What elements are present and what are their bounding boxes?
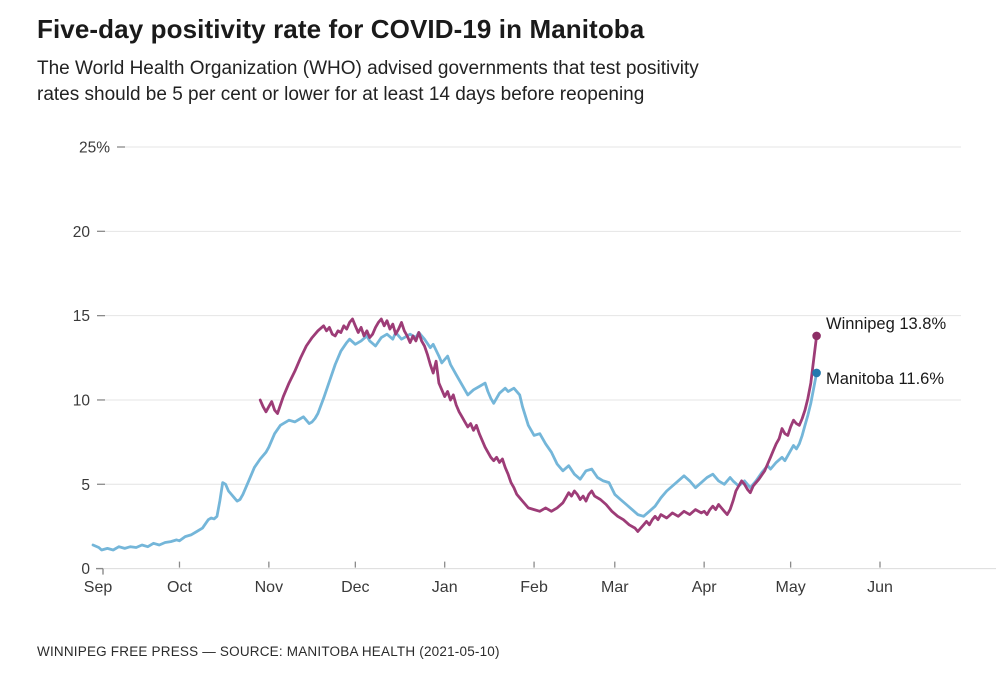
series-line-winnipeg[interactable]	[258, 317, 818, 533]
y-tick-label-0: 0	[81, 561, 90, 578]
y-tick-label-5: 5	[81, 477, 90, 494]
x-tick-label-Apr: Apr	[692, 579, 718, 596]
x-tick-label-Sep: Sep	[84, 579, 113, 596]
y-tick-label-20: 20	[73, 224, 91, 241]
y-tick-label-15: 15	[73, 308, 90, 325]
grid-layer	[103, 146, 996, 570]
series-line-manitoba[interactable]	[91, 331, 818, 552]
x-tick-label-Oct: Oct	[167, 579, 192, 596]
y-axis: 25% 20 15 10 5 0	[73, 140, 125, 578]
end-dot-winnipeg[interactable]	[812, 331, 821, 341]
x-tick-label-May: May	[776, 579, 806, 596]
x-tick-label-Dec: Dec	[341, 579, 369, 596]
x-tick-label-Jun: Jun	[867, 579, 893, 596]
source-attribution: WINNIPEG FREE PRESS — SOURCE: MANITOBA H…	[37, 644, 500, 659]
x-axis: Sep Oct Nov Dec Jan Feb Mar Apr May Jun	[84, 561, 893, 596]
series-layer	[91, 317, 821, 552]
y-tick-label-10: 10	[73, 392, 91, 409]
subtitle-line-2: rates should be 5 per cent or lower for …	[37, 84, 645, 105]
chart-subtitle: The World Health Organization (WHO) advi…	[37, 56, 917, 108]
subtitle-line-1: The World Health Organization (WHO) advi…	[37, 58, 699, 79]
x-tick-label-Jan: Jan	[432, 579, 458, 596]
x-tick-label-Feb: Feb	[520, 579, 548, 596]
positivity-line-chart: Sep Oct Nov Dec Jan Feb Mar Apr May Jun 25% 20 15 10…	[73, 140, 996, 596]
winnipeg-end-label: Winnipeg 13.8%	[826, 315, 946, 333]
x-tick-label-Mar: Mar	[601, 579, 629, 596]
manitoba-end-label: Manitoba 11.6%	[826, 370, 944, 388]
x-tick-label-Nov: Nov	[255, 579, 283, 596]
end-dot-manitoba[interactable]	[812, 368, 821, 378]
page-title: Five-day positivity rate for COVID-19 in…	[37, 14, 645, 44]
y-tick-label-25: 25%	[79, 140, 110, 157]
